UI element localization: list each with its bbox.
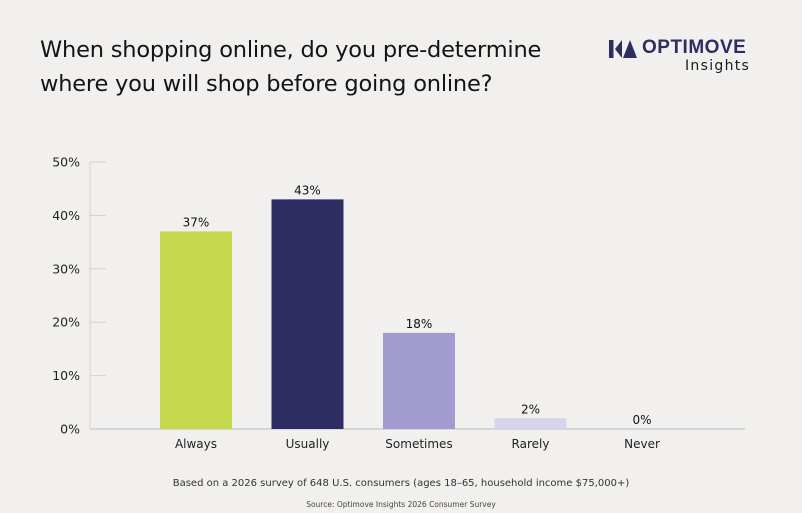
category-label-sometimes: Sometimes: [385, 437, 452, 451]
bar-usually: [271, 199, 344, 429]
y-tick-label: 40%: [52, 208, 80, 223]
y-tick-label: 50%: [52, 155, 80, 170]
x-axis: Always Usually Sometimes Rarely Never: [175, 437, 660, 451]
data-label-never: 0%: [632, 413, 651, 427]
bar-rarely: [494, 418, 567, 429]
category-label-always: Always: [175, 437, 217, 451]
logo-subtitle: Insights: [685, 58, 751, 74]
chart-title-line-2: where you will shop before going online?: [40, 71, 493, 97]
y-axis: 0% 10% 20% 30% 40% 50%: [52, 155, 91, 437]
data-label-usually: 43%: [294, 183, 321, 197]
data-label-always: 37%: [183, 215, 210, 229]
y-tick-label: 30%: [52, 261, 80, 276]
bar-always: [160, 231, 232, 429]
data-label-sometimes: 18%: [406, 317, 433, 331]
chart-title-line-1: When shopping online, do you pre-determi…: [40, 37, 542, 63]
data-labels: 37% 43% 18% 2% 0%: [183, 183, 652, 427]
data-label-rarely: 2%: [521, 402, 540, 416]
category-label-rarely: Rarely: [512, 437, 550, 451]
y-tick-label: 20%: [52, 315, 80, 330]
survey-footnote: Based on a 2026 survey of 648 U.S. consu…: [172, 478, 630, 489]
optimove-logo-icon: [609, 40, 637, 58]
optimove-logo: OPTIMOVE Insights: [609, 37, 769, 77]
y-tick-label: 0%: [60, 422, 80, 437]
bars: [160, 199, 567, 429]
y-tick-label: 10%: [52, 368, 80, 383]
bar-sometimes: [383, 332, 455, 429]
category-label-never: Never: [624, 437, 660, 451]
source-note: Source: Optimove Insights 2026 Consumer …: [306, 500, 496, 509]
category-label-usually: Usually: [286, 437, 330, 451]
chart-title: When shopping online, do you pre-determi…: [40, 33, 600, 101]
logo-name: OPTIMOVE: [642, 37, 747, 58]
